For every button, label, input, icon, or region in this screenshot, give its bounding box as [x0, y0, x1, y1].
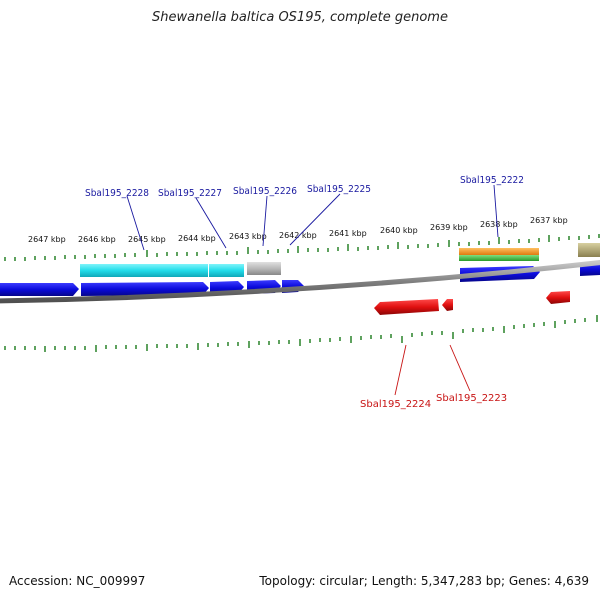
gene-labels-top: Sbal195_2228 Sbal195_2227 Sbal195_2226 S… [85, 175, 524, 199]
cyan-feature [209, 264, 244, 277]
accession-text: Accession: NC_009997 [9, 574, 146, 588]
orange-feature [459, 248, 539, 255]
scale-label: 2637 kbp [530, 216, 568, 225]
gene-label-sbal195-2228[interactable]: Sbal195_2228 [85, 188, 149, 199]
scale-label: 2643 kbp [229, 232, 267, 241]
map-title: Shewanella baltica OS195, complete genom… [152, 10, 448, 25]
feature-track-cyan [80, 262, 281, 277]
leader-lines-bottom [394, 344, 471, 396]
scale-label: 2645 kbp [128, 235, 166, 244]
olive-feature [578, 243, 600, 257]
forward-gene-arrow[interactable] [0, 283, 79, 296]
scale-label: 2641 kbp [329, 229, 367, 238]
gene-label-sbal195-2222[interactable]: Sbal195_2222 [460, 175, 524, 186]
gene-label-sbal195-2226[interactable]: Sbal195_2226 [233, 186, 297, 197]
scale-label: 2647 kbp [28, 235, 66, 244]
reverse-gene-arrow[interactable] [546, 291, 570, 304]
forward-gene-arrow[interactable] [81, 282, 209, 296]
upper-tick-ring [4, 234, 600, 261]
reverse-gene-arrow[interactable] [374, 299, 439, 315]
genome-backbone [0, 260, 600, 304]
gene-label-sbal195-2227[interactable]: Sbal195_2227 [158, 188, 222, 199]
leader-lines-top [126, 184, 499, 251]
scale-label: 2638 kbp [480, 220, 518, 229]
gray-feature [247, 262, 281, 275]
gene-labels-bottom: Sbal195_2224 Sbal195_2223 [360, 393, 507, 410]
genome-summary-text: Topology: circular; Length: 5,347,283 bp… [259, 574, 589, 588]
gene-label-sbal195-2224[interactable]: Sbal195_2224 [360, 399, 431, 410]
scale-label: 2644 kbp [178, 234, 216, 243]
scale-labels: 2647 kbp 2646 kbp 2645 kbp 2644 kbp 2643… [28, 216, 568, 244]
lower-tick-ring [4, 315, 598, 352]
reverse-strand-genes [374, 291, 570, 315]
scale-label: 2639 kbp [430, 223, 468, 232]
green-feature [459, 255, 539, 261]
gene-label-sbal195-2225[interactable]: Sbal195_2225 [307, 184, 371, 195]
scale-label: 2640 kbp [380, 226, 418, 235]
feature-track-right [459, 243, 600, 261]
gene-label-sbal195-2223[interactable]: Sbal195_2223 [436, 393, 507, 404]
scale-label: 2646 kbp [78, 235, 116, 244]
cyan-feature [80, 264, 208, 277]
reverse-gene-arrow[interactable] [442, 299, 453, 311]
scale-label: 2642 kbp [279, 231, 317, 240]
